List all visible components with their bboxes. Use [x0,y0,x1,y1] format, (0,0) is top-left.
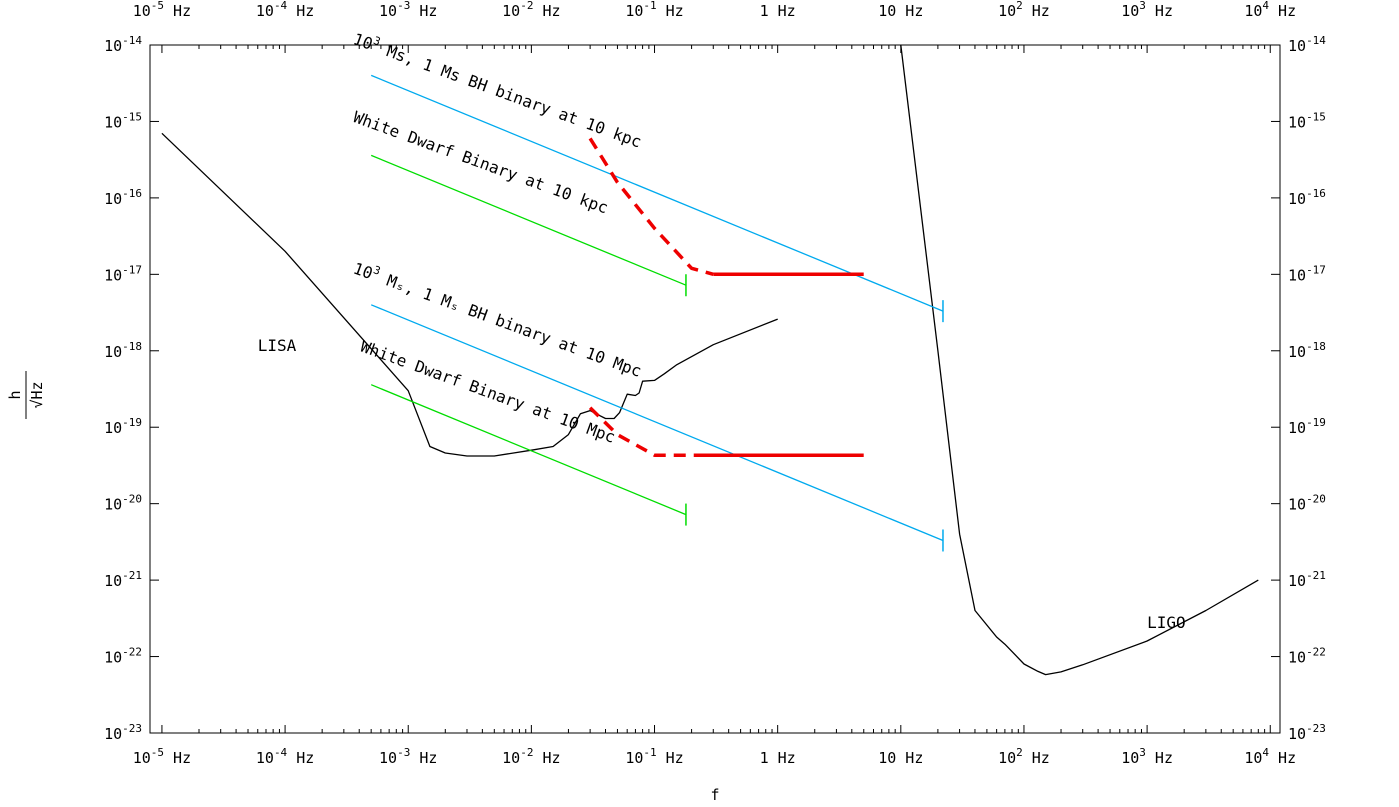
x-tick-label-top-1: 10-4 Hz [256,0,314,20]
y-tick-label-left-1: 10-15 [104,110,142,131]
y-tick-label-left-4: 10-18 [104,340,142,361]
y-tick-label-right-8: 10-22 [1288,646,1326,667]
ann-ligo: LIGO [1147,613,1186,632]
x-tick-label-bottom-0: 10-5 Hz [133,746,191,767]
x-axis-label: f [710,786,719,804]
y-tick-label-left-5: 10-19 [104,416,142,437]
series-red-upper-dashed [588,137,714,276]
y-tick-label-right-0: 10-14 [1288,34,1326,55]
y-tick-label-left-7: 10-21 [104,569,142,590]
y-axis-label-numerator: h [6,390,24,399]
x-tick-label-top-7: 102 Hz [998,0,1050,20]
x-tick-label-bottom-1: 10-4 Hz [256,746,314,767]
x-tick-label-top-9: 104 Hz [1244,0,1296,20]
ann-lisa: LISA [258,336,297,355]
x-tick-label-bottom-5: 1 Hz [760,749,796,767]
x-tick-label-bottom-9: 104 Hz [1244,746,1296,767]
x-tick-label-bottom-7: 102 Hz [998,746,1050,767]
x-tick-label-top-6: 10 Hz [878,2,923,20]
series-ligo [900,44,1259,676]
x-tick-label-bottom-4: 10-1 Hz [625,746,683,767]
y-axis-label-denominator: √Hz [28,381,46,408]
y-tick-label-left-0: 10-14 [104,34,142,55]
axis-ticks: 10-5 Hz 10-5 Hz 10-4 Hz 10-4 Hz 10-3 Hz 10-3 … [104,0,1326,767]
x-tick-label-top-0: 10-5 Hz [133,0,191,20]
y-tick-label-left-3: 10-17 [104,263,142,284]
y-tick-label-right-4: 10-18 [1288,340,1326,361]
x-tick-label-bottom-6: 10 Hz [878,749,923,767]
y-tick-label-right-1: 10-15 [1288,110,1326,131]
y-tick-label-left-9: 10-23 [104,722,142,743]
series-red-lower-dashed [588,406,704,457]
x-tick-label-bottom-8: 103 Hz [1121,746,1173,767]
series-wd-10kpc [370,154,687,286]
x-tick-label-top-3: 10-2 Hz [502,0,560,20]
x-tick-label-top-8: 103 Hz [1121,0,1173,20]
x-tick-label-bottom-3: 10-2 Hz [502,746,560,767]
y-tick-label-right-5: 10-19 [1288,416,1326,437]
y-tick-label-right-9: 10-23 [1288,722,1326,743]
series-layer [161,44,1259,676]
plot-frame [149,44,1281,734]
y-tick-label-right-6: 10-20 [1288,493,1326,514]
x-tick-label-top-2: 10-3 Hz [379,0,437,20]
series-bh-10kpc [370,74,944,312]
y-tick-label-right-3: 10-17 [1288,263,1326,284]
x-tick-label-bottom-2: 10-3 Hz [379,746,437,767]
y-tick-label-left-8: 10-22 [104,646,142,667]
x-tick-label-top-4: 10-1 Hz [625,0,683,20]
y-tick-label-left-6: 10-20 [104,493,142,514]
series-wd-10mpc [370,384,687,516]
y-tick-label-right-7: 10-21 [1288,569,1326,590]
y-axis-label: h √Hz [6,371,46,419]
y-tick-label-right-2: 10-16 [1288,187,1326,208]
series-bh-10mpc [370,304,944,542]
x-tick-label-top-5: 1 Hz [760,2,796,20]
y-tick-label-left-2: 10-16 [104,187,142,208]
